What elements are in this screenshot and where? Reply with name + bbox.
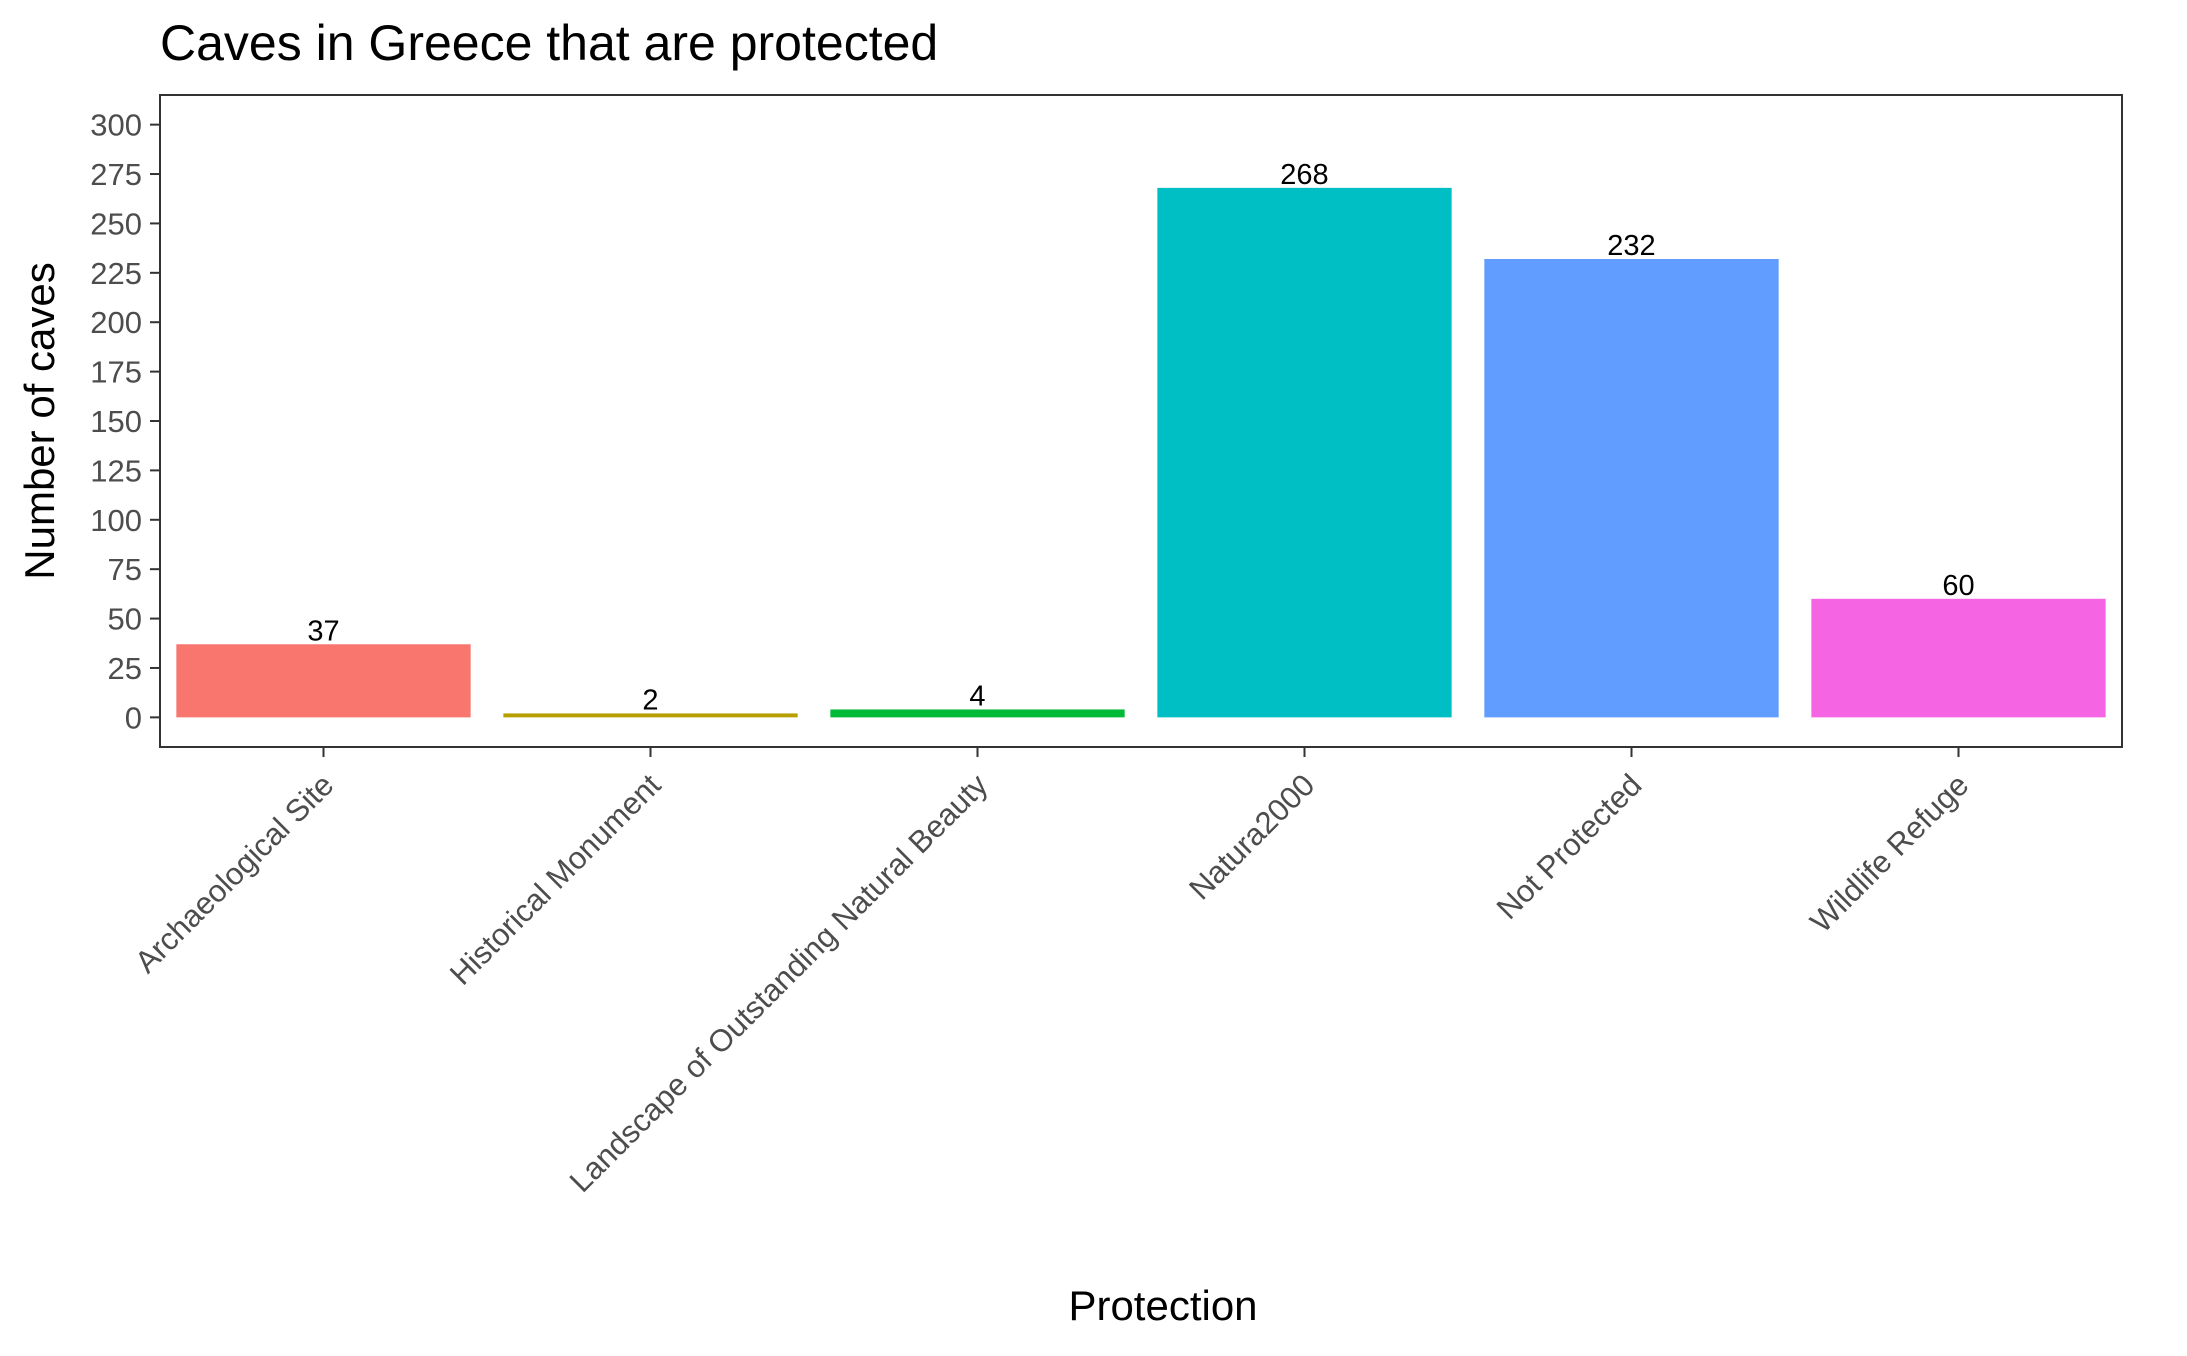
plot-panel — [159, 94, 2123, 748]
bar-value-label: 268 — [1280, 159, 1328, 191]
y-tick-label: 75 — [108, 552, 142, 587]
y-tick-label: 0 — [125, 700, 142, 735]
bars — [176, 187, 2106, 718]
bar-value-label: 60 — [1942, 570, 1974, 602]
y-tick-label: 175 — [90, 355, 142, 390]
chart-title: Caves in Greece that are protected — [160, 15, 938, 71]
x-axis: Archaeological Site Historical MonumentLa… — [128, 747, 1975, 1199]
y-tick-label: 25 — [108, 651, 142, 686]
y-tick-label: 200 — [90, 305, 142, 340]
x-tick-label: Archaeological Site — [128, 767, 340, 979]
y-tick-label: 100 — [90, 503, 142, 538]
bar-value-label: 2 — [642, 684, 658, 716]
y-tick-label: 250 — [90, 206, 142, 241]
x-tick-label: Natura2000 — [1182, 767, 1321, 906]
x-tick-label: Historical Monument — [443, 767, 668, 992]
x-tick-label: Not Protected — [1490, 767, 1649, 926]
y-tick-label: 50 — [108, 602, 142, 637]
x-axis-title: Protection — [1068, 1282, 1257, 1329]
y-axis-title: Number of caves — [16, 262, 63, 579]
y-tick-label: 300 — [90, 108, 142, 143]
x-tick-label: Wildlife Refuge — [1803, 767, 1975, 939]
y-tick-label: 275 — [90, 157, 142, 192]
bar — [1484, 258, 1779, 718]
y-axis: 0 25 50 75 100 125 150 175 200 225 250 275 300 — [90, 108, 160, 735]
bar-value-label: 232 — [1607, 230, 1655, 262]
bar-labels: 37 2 4 268 232 60 — [307, 159, 1974, 717]
bar — [830, 709, 1125, 718]
y-tick-label: 225 — [90, 256, 142, 291]
bar-value-label: 37 — [307, 615, 339, 647]
bar — [1157, 187, 1452, 718]
y-tick-label: 150 — [90, 404, 142, 439]
bar — [503, 713, 798, 718]
bar-value-label: 4 — [969, 680, 985, 712]
bar — [176, 644, 471, 718]
bar — [1811, 598, 2106, 718]
y-tick-label: 125 — [90, 453, 142, 488]
